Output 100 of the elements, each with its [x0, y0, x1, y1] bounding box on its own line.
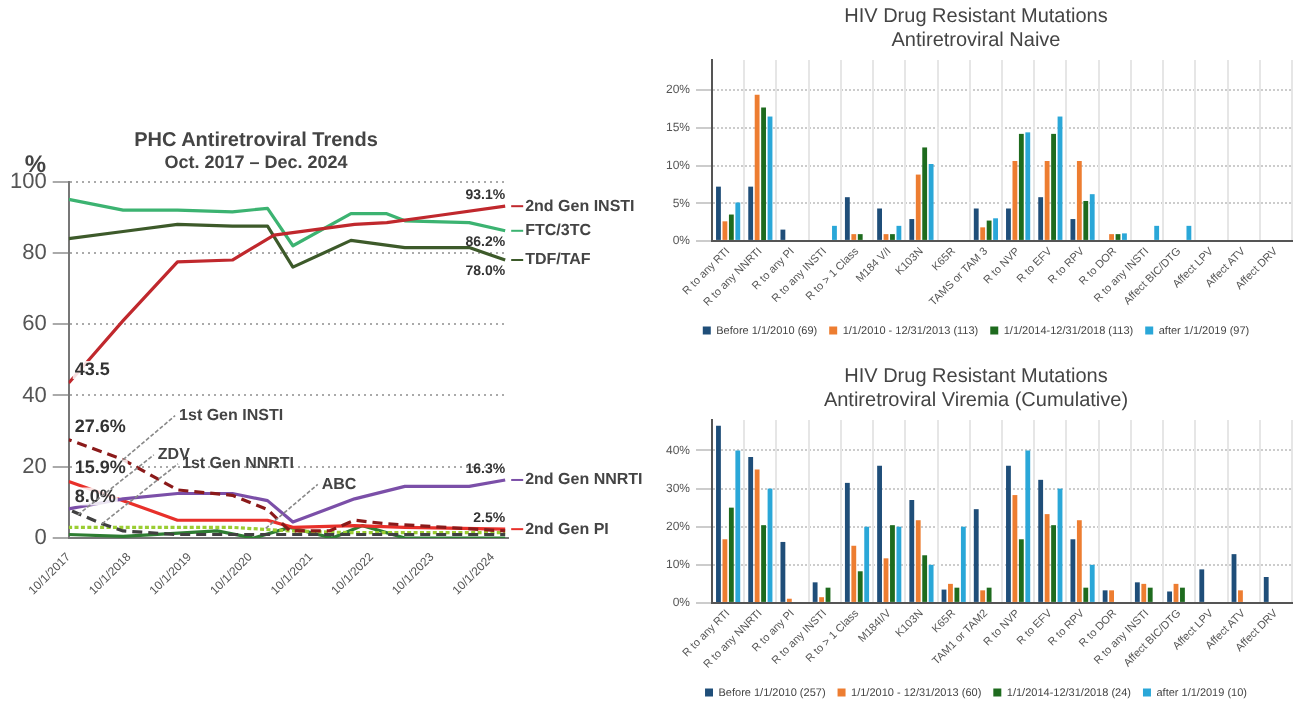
- bar: [1083, 200, 1089, 240]
- chart-subtitle: Antiretroviral Viremia (Cumulative): [823, 389, 1129, 412]
- bar: [1051, 133, 1056, 240]
- bar: [980, 590, 986, 602]
- bar: [1154, 225, 1160, 240]
- bar: [735, 202, 741, 240]
- bar: [928, 164, 934, 240]
- bar: [761, 525, 766, 602]
- y-tick-label: 100: [9, 169, 47, 194]
- bar: [735, 450, 741, 602]
- bar: [1038, 197, 1044, 240]
- chart-subtitle: Oct. 2017 – Dec. 2024: [164, 151, 348, 172]
- bar: [1122, 233, 1127, 240]
- bar: [877, 208, 882, 240]
- bar: [1012, 161, 1018, 240]
- bar: [716, 425, 721, 602]
- bar: [1006, 208, 1011, 240]
- bar: [812, 582, 818, 602]
- bar: [915, 520, 921, 602]
- y-tick-label: 20: [22, 454, 47, 479]
- bar: [748, 456, 754, 602]
- bar: [1070, 539, 1076, 602]
- bar: [748, 186, 754, 240]
- bar: [857, 571, 863, 602]
- y-tick-label: 0: [34, 526, 47, 551]
- bar: [1089, 194, 1095, 240]
- bar: [1167, 591, 1172, 602]
- bar: [728, 507, 734, 602]
- bar: [761, 107, 766, 240]
- bar: [993, 218, 998, 240]
- bar: [1083, 587, 1089, 602]
- bar: [844, 197, 850, 240]
- bar: [1070, 219, 1076, 240]
- bar: [780, 541, 786, 602]
- annotation: 1st Gen NNRTI: [182, 454, 295, 473]
- bar: [1076, 161, 1082, 240]
- chart-title: PHC Antiretroviral Trends: [134, 129, 379, 152]
- bar: [1199, 569, 1205, 602]
- bar: [909, 500, 915, 602]
- bar: [1180, 587, 1185, 602]
- bar: [1038, 479, 1044, 602]
- bar: [864, 526, 870, 602]
- bar: [1044, 161, 1050, 240]
- bar: [1089, 564, 1095, 602]
- bar: [1141, 583, 1147, 602]
- data-label: 43.5: [74, 358, 110, 379]
- bar: [973, 208, 979, 240]
- bar: [1102, 590, 1108, 602]
- bar: [1076, 520, 1082, 602]
- bar: [986, 220, 992, 240]
- bar: [1147, 587, 1153, 602]
- bar: [1018, 539, 1024, 602]
- bar: [728, 214, 734, 240]
- bar: [722, 539, 728, 602]
- data-label: 8.0%: [74, 485, 116, 506]
- bar: [857, 234, 863, 240]
- y-tick-label: 60: [22, 312, 47, 337]
- chart-title: HIV Drug Resistant Mutations: [844, 5, 1108, 28]
- bar: [1238, 590, 1243, 602]
- bar: [909, 219, 915, 240]
- legend-label: TDF/TAF: [525, 250, 591, 269]
- bar: [716, 186, 721, 240]
- legend-label: 2nd Gen NNRTI: [525, 470, 643, 489]
- chart-subtitle: Antiretroviral Naive: [891, 29, 1062, 52]
- bar: [851, 545, 857, 602]
- bar: [754, 94, 760, 240]
- bar: [722, 221, 728, 240]
- bar: [1186, 225, 1192, 240]
- bar: [851, 234, 857, 240]
- bar: [1044, 514, 1050, 602]
- bar: [1134, 582, 1140, 602]
- bar: [896, 225, 902, 240]
- bar: [922, 147, 928, 240]
- bar: [1051, 525, 1056, 602]
- legend-label: 2nd Gen PI: [525, 519, 609, 538]
- legend-label: 2nd Gen INSTI: [525, 196, 635, 215]
- bar: [890, 525, 895, 602]
- bar: [1109, 590, 1114, 602]
- bar: [896, 526, 902, 602]
- y-tick-label: 40: [22, 383, 47, 408]
- bar: [890, 234, 895, 240]
- data-label: 15.9%: [74, 457, 126, 478]
- bar: [780, 229, 786, 240]
- bar: [832, 225, 837, 240]
- data-label: 27.6%: [74, 415, 126, 436]
- annotation: 1st Gen INSTI: [179, 406, 284, 425]
- bar: [1006, 465, 1011, 602]
- annotation: ABC: [321, 474, 357, 493]
- bar: [1263, 577, 1269, 602]
- bar: [948, 583, 953, 602]
- bar: [928, 564, 934, 602]
- bar: [960, 526, 966, 602]
- chart-title: HIV Drug Resistant Mutations: [844, 365, 1108, 388]
- bar: [1018, 133, 1024, 240]
- bar: [844, 482, 850, 602]
- bar: [1025, 132, 1031, 240]
- bar: [922, 555, 928, 602]
- y-tick-label: 80: [22, 240, 47, 265]
- bar: [754, 469, 760, 602]
- bar: [980, 227, 986, 240]
